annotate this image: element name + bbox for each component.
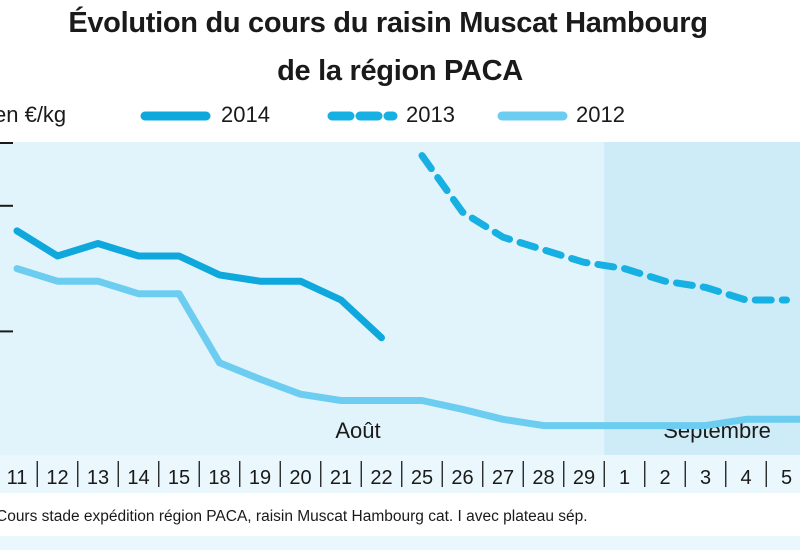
period-label-aout: Août <box>335 418 380 443</box>
x-tick-label-3: 14 <box>127 467 149 489</box>
x-tick-label-2: 13 <box>87 467 109 489</box>
footer-band <box>0 536 800 550</box>
chart-title: Évolution du cours du raisin Muscat Hamb… <box>68 7 708 39</box>
legend-label-2012: 2012 <box>576 102 625 127</box>
x-tick-label-8: 21 <box>330 467 352 489</box>
x-tick-label-4: 15 <box>168 467 190 489</box>
x-tick-label-14: 29 <box>573 467 595 489</box>
x-tick-label-16: 2 <box>659 467 670 489</box>
legend-swatch-2013 <box>327 111 398 121</box>
legend-swatch-2014 <box>140 111 211 121</box>
series-line-2012 <box>13 265 800 430</box>
x-tick-label-17: 3 <box>700 467 711 489</box>
x-tick-label-18: 4 <box>740 467 751 489</box>
x-tick-label-5: 18 <box>208 467 230 489</box>
x-tick-label-7: 20 <box>289 467 311 489</box>
x-tick-label-9: 22 <box>370 467 392 489</box>
legend-label-2013: 2013 <box>406 102 455 127</box>
x-tick-label-19: 5 <box>781 467 792 489</box>
x-axis-band <box>0 455 800 493</box>
y-axis-unit-label: en €/kg <box>0 102 67 127</box>
series-line-2014 <box>13 227 385 342</box>
x-tick-label-10: 25 <box>411 467 433 489</box>
x-tick-label-11: 26 <box>451 467 473 489</box>
x-tick-label-1: 12 <box>46 467 68 489</box>
legend-label-2014: 2014 <box>221 102 270 127</box>
series-line-2013 <box>418 152 790 304</box>
chart-title-line2: de la région PACA <box>277 55 523 87</box>
x-tick-label-6: 19 <box>249 467 271 489</box>
x-tick-label-0: 11 <box>7 467 28 489</box>
x-tick-label-12: 27 <box>492 467 514 489</box>
legend-swatch-2012 <box>497 111 568 121</box>
x-tick-label-13: 28 <box>532 467 554 489</box>
x-tick-label-15: 1 <box>619 467 630 489</box>
footnote: Cours stade expédition région PACA, rais… <box>0 508 588 525</box>
